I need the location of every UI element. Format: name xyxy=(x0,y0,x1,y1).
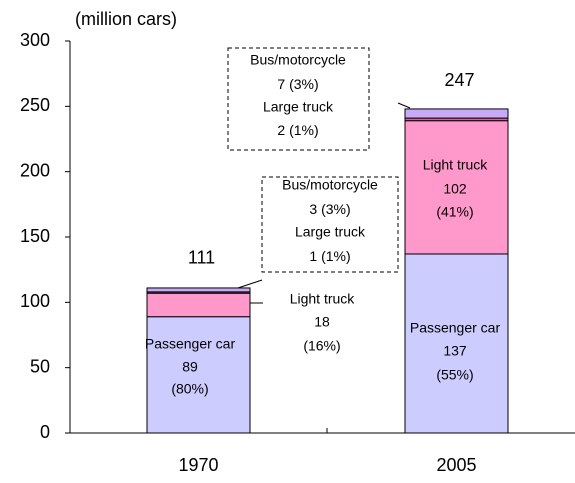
data-label-share: (16%) xyxy=(303,338,340,354)
y-tick-label: 200 xyxy=(20,160,50,180)
data-label-name: Bus/motorcycle xyxy=(282,177,378,193)
y-tick-label: 250 xyxy=(20,95,50,115)
data-label-share: (1%) xyxy=(289,122,319,138)
y-tick-label: 100 xyxy=(20,291,50,311)
y-tick-label: 150 xyxy=(20,226,50,246)
y-tick-label: 0 xyxy=(40,422,50,442)
total-label: 247 xyxy=(444,70,474,90)
bar-segment xyxy=(146,292,251,318)
data-label: 7 (3%) xyxy=(277,76,318,92)
data-label-value: 18 xyxy=(314,314,330,330)
data-label-share: (1%) xyxy=(321,248,351,264)
bar-segment xyxy=(404,108,509,119)
data-label-share: (80%) xyxy=(171,381,208,397)
data-label-value: 1 xyxy=(309,248,317,264)
bar-segment xyxy=(404,253,509,434)
data-label-name: Large truck xyxy=(295,224,366,240)
x-tick-label: 2005 xyxy=(436,455,476,475)
data-label-value: 3 xyxy=(309,201,317,217)
data-label: 3 (3%) xyxy=(309,201,350,217)
data-label-value: 102 xyxy=(443,181,467,197)
data-label-share: (55%) xyxy=(436,367,473,383)
data-label-value: 89 xyxy=(182,359,198,375)
data-label-name: Light truck xyxy=(290,291,356,307)
bar-segment xyxy=(146,316,251,434)
data-label-name: Bus/motorcycle xyxy=(250,52,346,68)
x-tick-label: 1970 xyxy=(178,455,218,475)
data-label-name: Passenger car xyxy=(145,336,236,352)
data-label-name: Passenger car xyxy=(410,320,501,336)
bar-segment xyxy=(404,120,509,255)
data-label-share: (3%) xyxy=(321,201,351,217)
data-label-value: 137 xyxy=(443,343,467,359)
data-label-share: (41%) xyxy=(436,204,473,220)
total-label: 111 xyxy=(188,248,215,268)
data-label-name: Large truck xyxy=(263,99,334,115)
data-label-share: (3%) xyxy=(289,76,319,92)
data-label-value: 7 xyxy=(277,76,285,92)
bar-segment xyxy=(146,287,251,293)
data-label: 2 (1%) xyxy=(277,122,318,138)
callout-box xyxy=(227,47,370,151)
callout-box xyxy=(261,176,399,273)
y-axis-label: (million cars) xyxy=(75,9,177,29)
data-label-value: 2 xyxy=(277,122,285,138)
leader-line xyxy=(397,102,411,109)
y-tick-label: 50 xyxy=(30,356,50,376)
y-tick-label: 300 xyxy=(20,30,50,50)
data-label: 1 (1%) xyxy=(309,248,350,264)
data-label-name: Light truck xyxy=(423,157,489,173)
